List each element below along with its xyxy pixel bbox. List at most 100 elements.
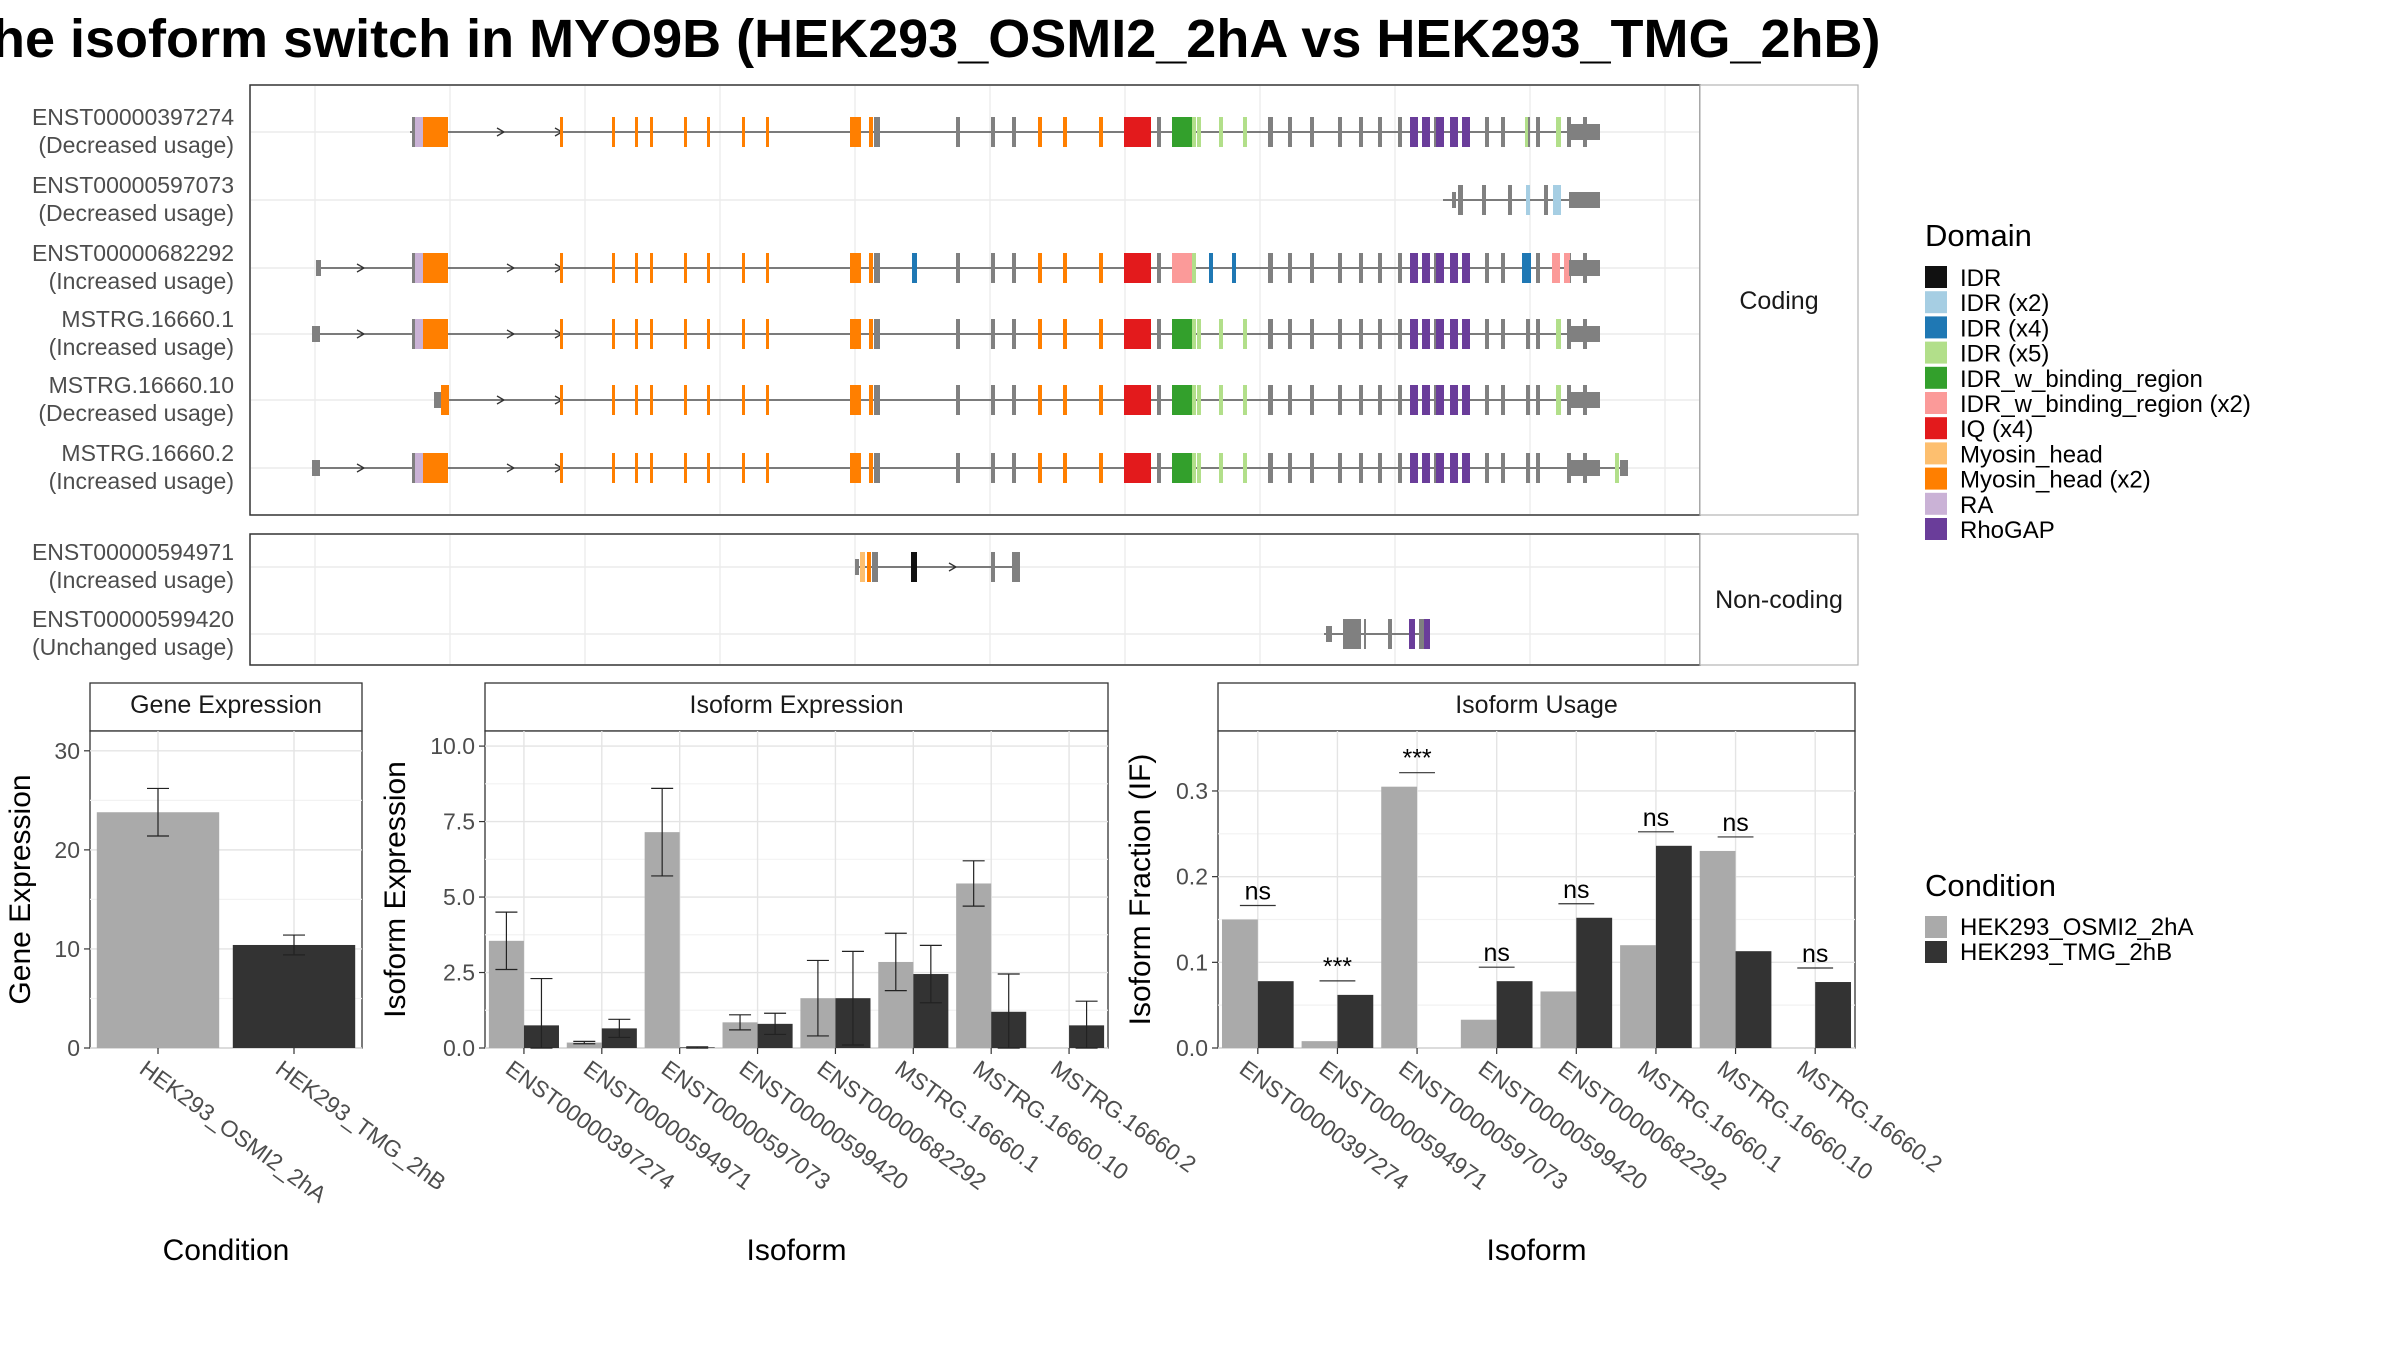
exon [415, 453, 423, 483]
exon [707, 117, 710, 147]
legend-key [1925, 366, 1947, 389]
exon [1398, 117, 1402, 147]
exon [1482, 185, 1486, 215]
exon [1310, 253, 1314, 283]
exon [412, 117, 415, 147]
exon [850, 117, 861, 147]
exon [1099, 453, 1103, 483]
exon [1124, 319, 1151, 349]
exon [1012, 117, 1016, 147]
exon [1338, 453, 1342, 483]
legend-key [1925, 916, 1947, 938]
bar [1699, 850, 1736, 1048]
legend-key [1925, 417, 1947, 440]
exon [1343, 619, 1361, 649]
exon [855, 559, 859, 575]
exon [1038, 117, 1042, 147]
exon [1157, 319, 1161, 349]
exon [850, 453, 861, 483]
exon [684, 385, 687, 415]
exon [911, 552, 917, 582]
exon [612, 253, 615, 283]
exon [1243, 117, 1247, 147]
legend-key [1925, 392, 1947, 414]
exon [1398, 319, 1402, 349]
exon [1157, 117, 1161, 147]
exon [1398, 453, 1402, 483]
legend-key [1925, 492, 1947, 515]
y-axis-title: Gene Expression [4, 774, 37, 1004]
exon [1038, 385, 1042, 415]
transcript-usage: (Decreased usage) [38, 200, 234, 226]
exon [1410, 253, 1418, 283]
exon [956, 117, 960, 147]
exon [650, 453, 653, 483]
exon [1450, 319, 1458, 349]
exon [867, 552, 871, 582]
significance-label: ns [1563, 876, 1589, 904]
bar [956, 883, 992, 1048]
exon [560, 385, 563, 415]
legend-key [1925, 341, 1947, 364]
transcript-name: MSTRG.16660.10 [49, 372, 234, 398]
exon [1450, 253, 1458, 283]
exon [1219, 319, 1223, 349]
exon [1564, 253, 1570, 283]
exon [423, 117, 431, 147]
bar [1735, 951, 1772, 1048]
exon [1197, 117, 1201, 147]
exon [1172, 117, 1192, 147]
exon [1172, 385, 1192, 415]
exon [1124, 253, 1151, 283]
bar [1221, 919, 1258, 1048]
exon [1063, 453, 1067, 483]
legend-label: Myosin_head [1960, 441, 2103, 468]
exon [742, 453, 745, 483]
exon [956, 319, 960, 349]
legend-label: HEK293_TMG_2hB [1960, 939, 2172, 966]
exon [1192, 453, 1196, 483]
exon [1450, 117, 1458, 147]
exon [1536, 117, 1540, 147]
bar [232, 944, 356, 1048]
exon [428, 319, 448, 349]
coding-panel [249, 84, 1701, 516]
exon [1501, 253, 1505, 283]
exon [991, 552, 995, 582]
exon [1422, 253, 1430, 283]
strand-arrow [506, 329, 516, 339]
exon [1288, 319, 1292, 349]
exon [1338, 253, 1342, 283]
exon [1209, 253, 1213, 283]
bar [96, 812, 220, 1048]
y-tick-label: 0.1 [1176, 949, 1208, 975]
exon [1526, 453, 1530, 483]
noncoding-strip [1699, 533, 1859, 666]
exon [1450, 453, 1458, 483]
gene-expression-panel: Gene Expression0102030HEK293_OSMI2_2hAHE… [4, 682, 451, 1267]
exon [860, 552, 865, 582]
panel-title: Gene Expression [130, 691, 322, 719]
exon [1124, 117, 1151, 147]
exon [1620, 460, 1628, 476]
x-axis-title: Isoform [1486, 1234, 1586, 1267]
exon [1536, 319, 1540, 349]
y-tick-label: 7.5 [443, 809, 475, 835]
exon [874, 117, 880, 147]
exon [1326, 626, 1332, 642]
exon [1422, 117, 1430, 147]
exon [1569, 124, 1600, 140]
transcript-name: ENST00000599420 [32, 606, 234, 632]
exon [1268, 319, 1273, 349]
bar [1540, 991, 1577, 1048]
exon [1197, 453, 1201, 483]
strand-arrow [506, 263, 516, 273]
exon [1192, 385, 1196, 415]
exon [1268, 253, 1273, 283]
bar [1496, 981, 1533, 1048]
exon [412, 253, 415, 283]
exon [684, 319, 687, 349]
panel-strip [484, 682, 1109, 732]
